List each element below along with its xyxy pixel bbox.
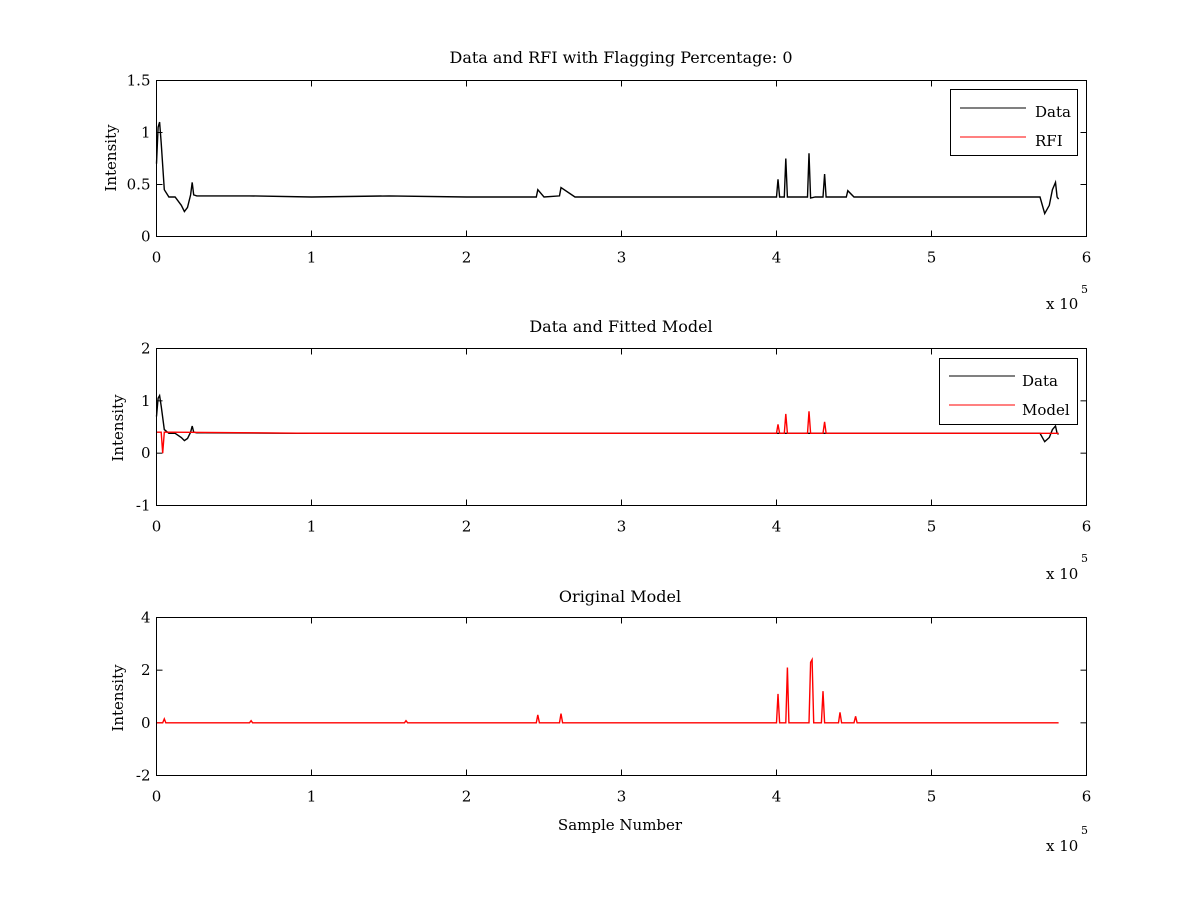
x-tick-label: 4: [772, 788, 782, 806]
x-tick-label: 4: [772, 249, 782, 267]
panel-2-frame: [156, 348, 1087, 506]
panel-2-x-multiplier: x 10: [1046, 565, 1078, 583]
x-tick-label: 5: [927, 249, 937, 267]
panel-1-x-exponent: 5: [1081, 283, 1088, 296]
x-tick-label: 2: [462, 788, 472, 806]
series-line-series: [156, 657, 1059, 724]
panel-1: Data and RFI with Flagging Percentage: 0…: [102, 48, 1091, 313]
x-tick-label: 6: [1082, 249, 1092, 267]
y-tick-label: 0.5: [127, 176, 151, 194]
panel-3-x-exponent: 5: [1081, 824, 1088, 837]
panel-3-ylabel: Intensity: [109, 664, 127, 732]
y-tick-label: -2: [136, 767, 151, 785]
y-tick-label: 1.5: [127, 72, 151, 90]
x-tick-label: 5: [927, 518, 937, 536]
x-tick-label: 1: [307, 249, 317, 267]
x-tick-label: 6: [1082, 788, 1092, 806]
y-tick-label: 0: [141, 444, 151, 462]
x-tick-label: 3: [617, 518, 627, 536]
panel-2-x-exponent: 5: [1081, 552, 1088, 565]
x-tick-label: 3: [617, 249, 627, 267]
x-tick-label: 0: [152, 788, 162, 806]
panel-2-title: Data and Fitted Model: [529, 317, 712, 336]
x-tick-label: 6: [1082, 518, 1092, 536]
panel-2-ylabel: Intensity: [109, 394, 127, 462]
series-line-data: [155, 393, 1059, 443]
panel-3-x-multiplier: x 10: [1046, 837, 1078, 855]
panel-3-frame: [156, 617, 1087, 776]
panel-3-series: [156, 657, 1059, 724]
y-tick-label: 4: [141, 609, 151, 627]
y-tick-label: 2: [141, 340, 151, 358]
x-tick-label: 0: [152, 518, 162, 536]
x-tick-label: 0: [152, 249, 162, 267]
x-tick-label: 4: [772, 518, 782, 536]
panel-1-frame: [156, 80, 1087, 237]
panel-1-legend: Data RFI: [950, 89, 1078, 156]
y-tick-label: 0: [141, 714, 151, 732]
panel-2: Data and Fitted Model Intensity 0 1 2 3 4 5 6 -…: [109, 317, 1091, 583]
panel-1-legend-data-label: Data: [1035, 103, 1071, 121]
series-line-data: [155, 121, 1060, 216]
panel-3-title: Original Model: [559, 587, 681, 606]
y-tick-label: 0: [141, 228, 151, 246]
panel-1-series: [155, 121, 1060, 216]
series-line-model: [156, 411, 1059, 454]
panel-1-title: Data and RFI with Flagging Percentage: 0: [449, 48, 792, 67]
panel-1-legend-rfi-label: RFI: [1035, 132, 1063, 150]
panel-2-series: [155, 393, 1059, 454]
x-tick-label: 5: [927, 788, 937, 806]
y-tick-label: 1: [141, 392, 151, 410]
x-tick-label: 3: [617, 788, 627, 806]
panel-1-ylabel: Intensity: [102, 124, 120, 192]
panel-2-legend-data-label: Data: [1022, 372, 1058, 390]
x-tick-label: 2: [462, 249, 472, 267]
panel-1-x-multiplier: x 10: [1046, 295, 1078, 313]
y-tick-label: -1: [136, 497, 151, 515]
panel-2-legend: Data Model: [939, 358, 1078, 425]
x-tick-label: 2: [462, 518, 472, 536]
y-tick-label: 2: [141, 661, 151, 679]
panel-1-ticks: 0 1 2 3 4 5 6 0 0.5 1 1.5: [127, 72, 1092, 267]
panel-2-legend-model-label: Model: [1022, 401, 1070, 419]
x-tick-label: 1: [307, 518, 317, 536]
x-tick-label: 1: [307, 788, 317, 806]
panel-3-xlabel: Sample Number: [558, 816, 683, 834]
y-tick-label: 1: [141, 124, 151, 142]
